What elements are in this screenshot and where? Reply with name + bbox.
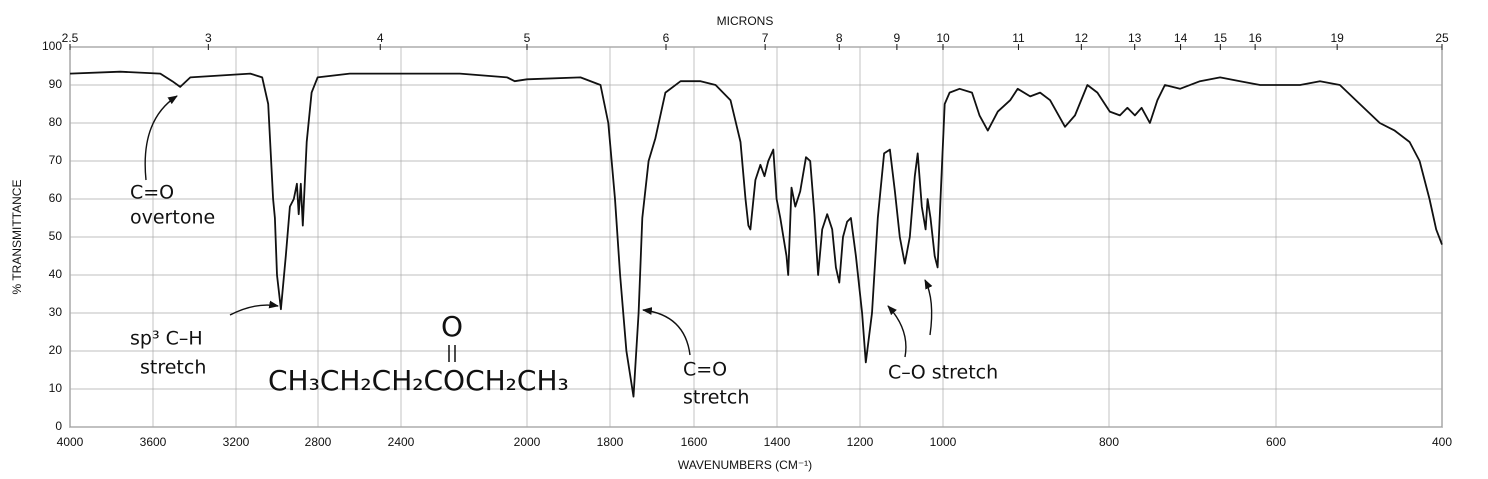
annotation: stretch: [140, 357, 206, 379]
arrow: [924, 279, 933, 336]
arrow: [229, 300, 279, 316]
x2-tick-label: 14: [1174, 31, 1188, 45]
x2-tick-label: 8: [836, 31, 843, 45]
y-tick-label: 50: [49, 229, 63, 243]
spectrum-line: [69, 70, 1443, 398]
x-tick-label: 2400: [388, 435, 415, 449]
x2-tick-label: 4: [377, 31, 384, 45]
x2-axis-label: MICRONS: [717, 14, 774, 28]
annotation: sp³ C–H: [130, 328, 203, 350]
annotation: C–O stretch: [888, 362, 998, 384]
x-tick-label: 3600: [140, 435, 167, 449]
x-tick-label: 1400: [764, 435, 791, 449]
formula: CH₃CH₂CH₂COCH₂CH₃: [268, 364, 569, 397]
x-tick-label: 1800: [597, 435, 624, 449]
x2-tick-label: 9: [894, 31, 901, 45]
x2-tick-label: 19: [1330, 31, 1344, 45]
x-tick-label: 1200: [847, 435, 874, 449]
x2-tick-label: 3: [205, 31, 212, 45]
x-tick-label: 2800: [305, 435, 332, 449]
formula-oxygen: O: [441, 310, 463, 343]
x2-tick-label: 15: [1214, 31, 1228, 45]
y-tick-label: 10: [49, 381, 63, 395]
annotation: C=O: [683, 359, 727, 381]
y-tick-label: 70: [49, 153, 63, 167]
x2-tick-label: 6: [663, 31, 670, 45]
arrow: [887, 305, 907, 358]
x2-tick-label: 2.5: [62, 31, 79, 45]
x2-tick-label: 25: [1435, 31, 1449, 45]
x2-tick-label: 12: [1075, 31, 1089, 45]
y-tick-label: 30: [49, 305, 63, 319]
arrow: [642, 307, 691, 356]
x-tick-label: 4000: [57, 435, 84, 449]
x2-tick-label: 10: [936, 31, 950, 45]
x2-tick-label: 16: [1248, 31, 1262, 45]
x2-tick-label: 7: [762, 31, 769, 45]
annotation: C=O: [130, 182, 174, 204]
x-tick-label: 2000: [514, 435, 541, 449]
annotation: stretch: [683, 387, 749, 409]
annotation: overtone: [130, 207, 215, 229]
x-tick-label: 3200: [223, 435, 250, 449]
y-axis-label: % TRANSMITTANCE: [10, 180, 24, 295]
x-tick-label: 1600: [681, 435, 708, 449]
arrow: [144, 95, 178, 181]
y-tick-label: 20: [49, 343, 63, 357]
y-tick-label: 80: [49, 115, 63, 129]
x2-tick-label: 11: [1012, 31, 1025, 45]
x-tick-label: 800: [1099, 435, 1119, 449]
x-tick-label: 1000: [930, 435, 957, 449]
x2-tick-label: 13: [1128, 31, 1142, 45]
y-tick-label: 40: [49, 267, 63, 281]
marks: [69, 70, 1443, 398]
x-axis-label: WAVENUMBERS (CM⁻¹): [678, 458, 812, 472]
y-tick-label: 100: [42, 39, 62, 53]
y-tick-label: 60: [49, 191, 63, 205]
x-tick-label: 600: [1266, 435, 1286, 449]
y-tick-label: 0: [55, 419, 62, 433]
x2-tick-label: 5: [524, 31, 531, 45]
y-tick-label: 90: [49, 77, 63, 91]
grid: [69, 44, 1443, 428]
x-tick-label: 400: [1432, 435, 1452, 449]
